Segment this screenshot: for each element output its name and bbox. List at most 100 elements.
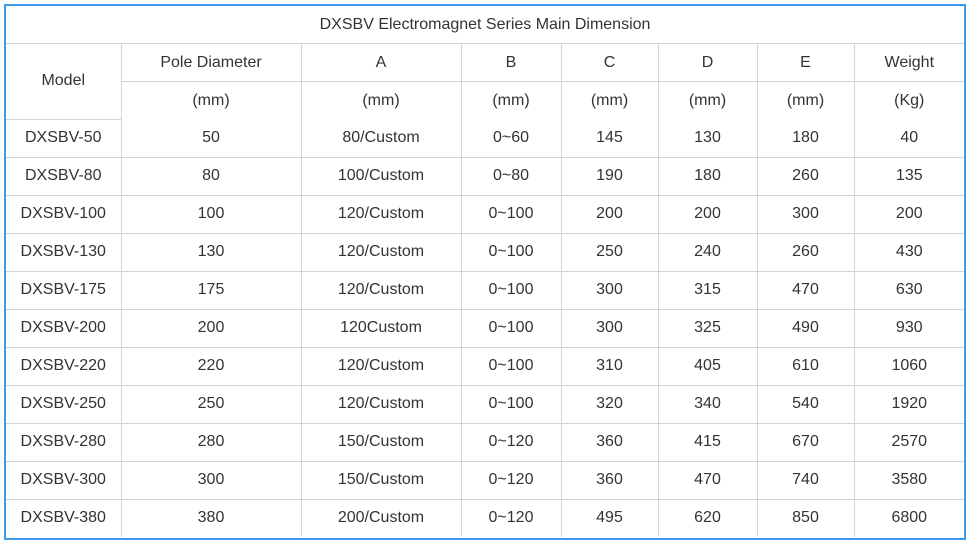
cell-a: 150/Custom bbox=[300, 460, 462, 500]
cell-c: 320 bbox=[560, 384, 659, 424]
cell-pole-diameter: 300 bbox=[120, 460, 302, 500]
cell-c: 300 bbox=[560, 270, 659, 310]
cell-e: 610 bbox=[756, 346, 855, 386]
cell-b: 0~100 bbox=[460, 270, 562, 310]
cell-weight: 930 bbox=[853, 308, 965, 348]
cell-d: 470 bbox=[657, 460, 758, 500]
cell-weight: 2570 bbox=[853, 422, 965, 462]
cell-c: 300 bbox=[560, 308, 659, 348]
cell-weight: 1920 bbox=[853, 384, 965, 424]
cell-pole-diameter: 175 bbox=[120, 270, 302, 310]
dimension-table: DXSBV Electromagnet Series Main Dimensio… bbox=[6, 6, 965, 537]
cell-model: DXSBV-130 bbox=[6, 232, 122, 272]
cell-e: 300 bbox=[756, 194, 855, 234]
header-d: D bbox=[657, 43, 758, 82]
cell-c: 250 bbox=[560, 232, 659, 272]
table-frame: DXSBV Electromagnet Series Main Dimensio… bbox=[4, 4, 966, 540]
cell-model: DXSBV-280 bbox=[6, 422, 122, 462]
cell-e: 850 bbox=[756, 498, 855, 537]
cell-b: 0~120 bbox=[460, 422, 562, 462]
cell-c: 360 bbox=[560, 422, 659, 462]
header-b: B bbox=[460, 43, 562, 82]
unit-e: (mm) bbox=[756, 81, 855, 119]
unit-pole-diameter: (mm) bbox=[121, 81, 302, 119]
table-row: DXSBV-130 130 120/Custom 0~100 250 240 260 430 bbox=[6, 232, 965, 272]
cell-model: DXSBV-100 bbox=[6, 194, 122, 234]
cell-a: 120/Custom bbox=[300, 346, 462, 386]
cell-pole-diameter: 100 bbox=[120, 194, 302, 234]
cell-b: 0~100 bbox=[460, 232, 562, 272]
cell-e: 540 bbox=[756, 384, 855, 424]
table-row: DXSBV-175 175 120/Custom 0~100 300 315 470 630 bbox=[6, 270, 965, 310]
cell-weight: 40 bbox=[853, 119, 965, 158]
unit-c: (mm) bbox=[560, 81, 659, 119]
cell-a: 100/Custom bbox=[300, 156, 462, 196]
cell-a: 80/Custom bbox=[300, 119, 462, 158]
cell-model: DXSBV-300 bbox=[6, 460, 122, 500]
cell-weight: 135 bbox=[853, 156, 965, 196]
cell-b: 0~100 bbox=[460, 194, 562, 234]
header-e: E bbox=[756, 43, 855, 82]
cell-weight: 6800 bbox=[853, 498, 965, 537]
header-a: A bbox=[300, 43, 462, 82]
cell-pole-diameter: 220 bbox=[120, 346, 302, 386]
cell-pole-diameter: 380 bbox=[120, 498, 302, 537]
cell-d: 415 bbox=[657, 422, 758, 462]
cell-c: 145 bbox=[560, 119, 659, 158]
cell-pole-diameter: 200 bbox=[120, 308, 302, 348]
cell-pole-diameter: 280 bbox=[120, 422, 302, 462]
unit-a: (mm) bbox=[300, 81, 462, 119]
unit-b: (mm) bbox=[460, 81, 562, 119]
cell-d: 325 bbox=[657, 308, 758, 348]
cell-d: 340 bbox=[657, 384, 758, 424]
cell-weight: 3580 bbox=[853, 460, 965, 500]
cell-e: 670 bbox=[756, 422, 855, 462]
cell-model: DXSBV-80 bbox=[6, 156, 122, 196]
table-row: DXSBV-100 100 120/Custom 0~100 200 200 300 200 bbox=[6, 194, 965, 234]
cell-e: 260 bbox=[756, 232, 855, 272]
cell-pole-diameter: 80 bbox=[120, 156, 302, 196]
table-row: DXSBV-280 280 150/Custom 0~120 360 415 670 2570 bbox=[6, 422, 965, 462]
cell-e: 740 bbox=[756, 460, 855, 500]
cell-a: 120Custom bbox=[300, 308, 462, 348]
header-c: C bbox=[560, 43, 659, 82]
cell-d: 130 bbox=[657, 119, 758, 158]
cell-c: 310 bbox=[560, 346, 659, 386]
units-row: (mm) (mm) (mm) (mm) (mm) (mm) (Kg) bbox=[6, 81, 965, 119]
table-title: DXSBV Electromagnet Series Main Dimensio… bbox=[6, 6, 965, 44]
cell-b: 0~100 bbox=[460, 384, 562, 424]
cell-pole-diameter: 250 bbox=[120, 384, 302, 424]
cell-weight: 630 bbox=[853, 270, 965, 310]
cell-a: 150/Custom bbox=[300, 422, 462, 462]
cell-weight: 1060 bbox=[853, 346, 965, 386]
cell-pole-diameter: 50 bbox=[120, 119, 302, 158]
table-row: DXSBV-250 250 120/Custom 0~100 320 340 540 1920 bbox=[6, 384, 965, 424]
table-row: DXSBV-220 220 120/Custom 0~100 310 405 610 1060 bbox=[6, 346, 965, 386]
table-row: DXSBV-200 200 120Custom 0~100 300 325 490 930 bbox=[6, 308, 965, 348]
cell-d: 620 bbox=[657, 498, 758, 537]
cell-c: 495 bbox=[560, 498, 659, 537]
cell-e: 470 bbox=[756, 270, 855, 310]
cell-b: 0~60 bbox=[460, 119, 562, 158]
table-body: DXSBV-50 50 80/Custom 0~60 145 130 180 40 DXSBV-… bbox=[6, 119, 965, 537]
header-pole-diameter: Pole Diameter bbox=[120, 43, 302, 82]
cell-d: 200 bbox=[657, 194, 758, 234]
cell-model: DXSBV-220 bbox=[6, 346, 122, 386]
header-weight: Weight bbox=[853, 43, 965, 82]
cell-e: 260 bbox=[756, 156, 855, 196]
table-row: DXSBV-300 300 150/Custom 0~120 360 470 740 3580 bbox=[6, 460, 965, 500]
cell-d: 240 bbox=[657, 232, 758, 272]
cell-weight: 430 bbox=[853, 232, 965, 272]
table-row: DXSBV-380 380 200/Custom 0~120 495 620 850 6800 bbox=[6, 498, 965, 537]
cell-model: DXSBV-50 bbox=[6, 119, 122, 158]
cell-c: 190 bbox=[560, 156, 659, 196]
cell-c: 200 bbox=[560, 194, 659, 234]
cell-b: 0~120 bbox=[460, 460, 562, 500]
cell-b: 0~80 bbox=[460, 156, 562, 196]
cell-pole-diameter: 130 bbox=[120, 232, 302, 272]
cell-a: 120/Custom bbox=[300, 194, 462, 234]
cell-c: 360 bbox=[560, 460, 659, 500]
cell-a: 120/Custom bbox=[300, 232, 462, 272]
table-title-row: DXSBV Electromagnet Series Main Dimensio… bbox=[6, 6, 965, 44]
cell-model: DXSBV-200 bbox=[6, 308, 122, 348]
